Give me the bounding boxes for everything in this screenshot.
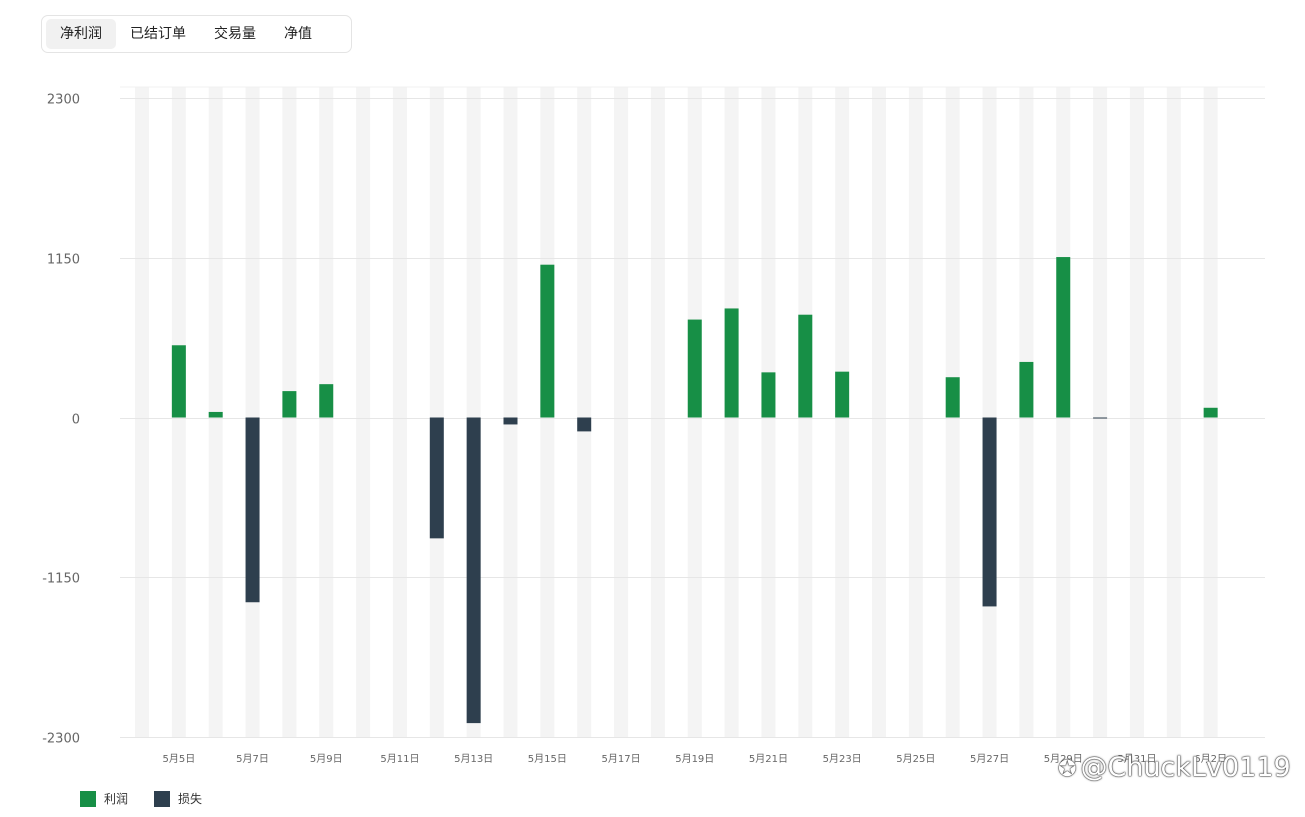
x-tick-label: 5月13日	[454, 753, 493, 765]
x-tick-label: 6月2日	[1194, 753, 1227, 765]
profit-bar[interactable]	[945, 377, 960, 418]
loss-bar[interactable]	[466, 417, 481, 724]
profit-bar[interactable]	[1056, 257, 1071, 418]
watermark-text: @ChuckLv0119	[1080, 752, 1291, 783]
category-band	[392, 87, 407, 737]
x-tick-label: 5月25日	[896, 753, 935, 765]
profit-bar[interactable]	[761, 372, 776, 418]
watermark: ✪ @ChuckLv0119	[1058, 752, 1291, 783]
chart-legend: 利润 损失	[80, 790, 228, 807]
y-tick-label: 1150	[47, 253, 80, 268]
x-tick-label: 5月19日	[675, 753, 714, 765]
loss-bar[interactable]	[1093, 417, 1108, 419]
x-tick-label: 5月31日	[1117, 753, 1156, 765]
x-tick-label: 5月5日	[162, 753, 195, 765]
profit-bar[interactable]	[208, 411, 223, 418]
x-tick-label: 5月7日	[236, 753, 269, 765]
category-band	[1129, 87, 1144, 737]
category-band	[135, 87, 149, 737]
profit-bar[interactable]	[798, 314, 813, 418]
loss-bar[interactable]	[245, 417, 260, 603]
legend-item-profit[interactable]: 利润	[80, 790, 128, 807]
loss-bar[interactable]	[503, 417, 518, 425]
category-band	[872, 87, 886, 737]
legend-label-profit: 利润	[104, 792, 129, 806]
y-tick-label: 2300	[47, 93, 80, 108]
legend-item-loss[interactable]: 损失	[154, 790, 202, 807]
tab-closed-orders[interactable]: 已结订单	[130, 26, 186, 42]
profit-bar[interactable]	[835, 371, 850, 418]
metric-tabs: 净利润 已结订单 交易量 净值	[41, 15, 352, 53]
profit-bar[interactable]	[282, 391, 297, 418]
legend-label-loss: 损失	[178, 792, 203, 806]
category-band	[577, 87, 592, 737]
category-band	[982, 87, 997, 737]
legend-swatch-profit	[80, 790, 96, 807]
profit-bar[interactable]	[724, 308, 739, 418]
x-tick-label: 5月27日	[970, 753, 1009, 765]
tab-net-value[interactable]: 净值	[284, 26, 312, 42]
loss-bar[interactable]	[577, 417, 592, 432]
profit-bar[interactable]	[171, 345, 186, 418]
y-tick-label: -2300	[42, 732, 80, 747]
profit-bar[interactable]	[319, 384, 334, 418]
profit-bar[interactable]	[687, 319, 702, 418]
profit-bar[interactable]	[540, 264, 555, 418]
x-tick-label: 5月21日	[749, 753, 788, 765]
profit-bar[interactable]	[1203, 407, 1218, 418]
weibo-icon: ✪	[1058, 757, 1077, 782]
loss-bar[interactable]	[982, 417, 997, 607]
x-tick-label: 5月15日	[528, 753, 567, 765]
x-tick-label: 5月11日	[380, 753, 419, 765]
category-band	[650, 87, 665, 737]
tab-volume[interactable]: 交易量	[214, 26, 256, 42]
category-band	[245, 87, 260, 737]
profit-bar[interactable]	[1019, 361, 1034, 418]
x-tick-label: 5月23日	[823, 753, 862, 765]
category-band	[356, 87, 371, 737]
category-band	[908, 87, 923, 737]
x-tick-label: 5月17日	[602, 753, 641, 765]
y-tick-label: -1150	[42, 572, 80, 587]
x-tick-label: 5月9日	[310, 753, 343, 765]
legend-swatch-loss	[154, 790, 171, 807]
x-tick-label: 5月29日	[1044, 753, 1083, 765]
y-tick-label: 0	[72, 413, 80, 428]
category-band	[429, 87, 444, 737]
category-band	[1093, 87, 1108, 737]
tab-net-profit[interactable]: 净利润	[46, 19, 116, 49]
category-band	[1166, 87, 1181, 737]
net-profit-bar-chart: 2300 1150 0 -1150 -2300 5月5日 5月7日 5月9日 5月11日 5月1…	[42, 86, 1265, 765]
category-band	[614, 87, 629, 737]
loss-bar[interactable]	[429, 417, 444, 539]
category-band	[503, 87, 518, 737]
